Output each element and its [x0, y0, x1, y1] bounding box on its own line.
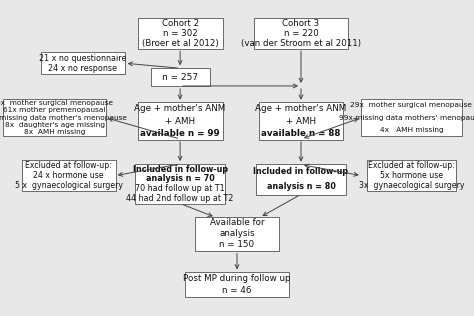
FancyBboxPatch shape [137, 102, 222, 140]
Text: 75x missing data mother's menopause: 75x missing data mother's menopause [0, 115, 127, 120]
Text: Available for: Available for [210, 218, 264, 227]
FancyBboxPatch shape [185, 272, 289, 297]
Text: 8x  daughter's age missing: 8x daughter's age missing [5, 122, 104, 128]
Text: 29x  mother surgical menopause: 29x mother surgical menopause [350, 102, 473, 108]
Text: Included in follow-up: Included in follow-up [254, 167, 348, 176]
FancyBboxPatch shape [137, 17, 222, 49]
Text: 99x missing data mothers' menopause: 99x missing data mothers' menopause [339, 115, 474, 120]
Text: available n = 99: available n = 99 [140, 129, 220, 138]
Text: n = 302: n = 302 [163, 29, 198, 38]
Text: n = 46: n = 46 [222, 286, 252, 295]
Text: available n = 88: available n = 88 [261, 129, 341, 138]
Text: n = 150: n = 150 [219, 240, 255, 249]
Text: + AMH: + AMH [286, 117, 316, 125]
FancyBboxPatch shape [254, 17, 348, 49]
Text: 24 x no response: 24 x no response [48, 64, 118, 73]
Text: n = 257: n = 257 [162, 73, 198, 82]
Text: Post MP during follow up: Post MP during follow up [183, 274, 291, 283]
Text: Age + mother's ANM: Age + mother's ANM [135, 104, 226, 113]
Text: + AMH: + AMH [165, 117, 195, 125]
Text: 5 x  gynaecological surgery: 5 x gynaecological surgery [15, 181, 123, 190]
Text: Cohort 3: Cohort 3 [283, 19, 319, 28]
Text: Excluded at follow-up:: Excluded at follow-up: [368, 161, 455, 170]
FancyBboxPatch shape [151, 68, 210, 86]
FancyBboxPatch shape [256, 164, 346, 195]
Text: 4x   AMH missing: 4x AMH missing [380, 127, 443, 133]
Text: analysis: analysis [219, 229, 255, 238]
Text: (Broer et al 2012): (Broer et al 2012) [142, 39, 219, 48]
Text: analysis n = 80: analysis n = 80 [266, 183, 336, 191]
FancyBboxPatch shape [194, 217, 279, 251]
Text: 8x  AMH missing: 8x AMH missing [24, 129, 85, 135]
FancyBboxPatch shape [40, 52, 125, 74]
Text: n = 220: n = 220 [283, 29, 319, 38]
FancyBboxPatch shape [136, 164, 225, 204]
Text: Cohort 2: Cohort 2 [162, 19, 199, 28]
Text: 44 had 2nd follow up at T2: 44 had 2nd follow up at T2 [127, 194, 234, 203]
Text: Included in follow-up: Included in follow-up [133, 165, 228, 173]
Text: 70 had follow up at T1: 70 had follow up at T1 [135, 184, 225, 193]
Text: 24 x hormone use: 24 x hormone use [34, 171, 104, 180]
Text: 61x mother premenopausal: 61x mother premenopausal [3, 107, 106, 113]
Text: (van der Stroom et al 2011): (van der Stroom et al 2011) [241, 39, 361, 48]
Text: 3x  gynaecological surgery: 3x gynaecological surgery [359, 181, 464, 190]
FancyBboxPatch shape [3, 99, 106, 137]
FancyBboxPatch shape [367, 160, 456, 191]
FancyBboxPatch shape [21, 160, 116, 191]
Text: Excluded at follow-up:: Excluded at follow-up: [26, 161, 112, 170]
Text: analysis n = 70: analysis n = 70 [146, 174, 215, 184]
FancyBboxPatch shape [361, 99, 462, 137]
FancyBboxPatch shape [259, 102, 343, 140]
Text: 21 x no questionnaire: 21 x no questionnaire [39, 54, 127, 63]
Text: Age + mother's ANM: Age + mother's ANM [255, 104, 346, 113]
Text: 5x hormone use: 5x hormone use [380, 171, 443, 180]
Text: 6x  mother surgical menopause: 6x mother surgical menopause [0, 100, 113, 106]
